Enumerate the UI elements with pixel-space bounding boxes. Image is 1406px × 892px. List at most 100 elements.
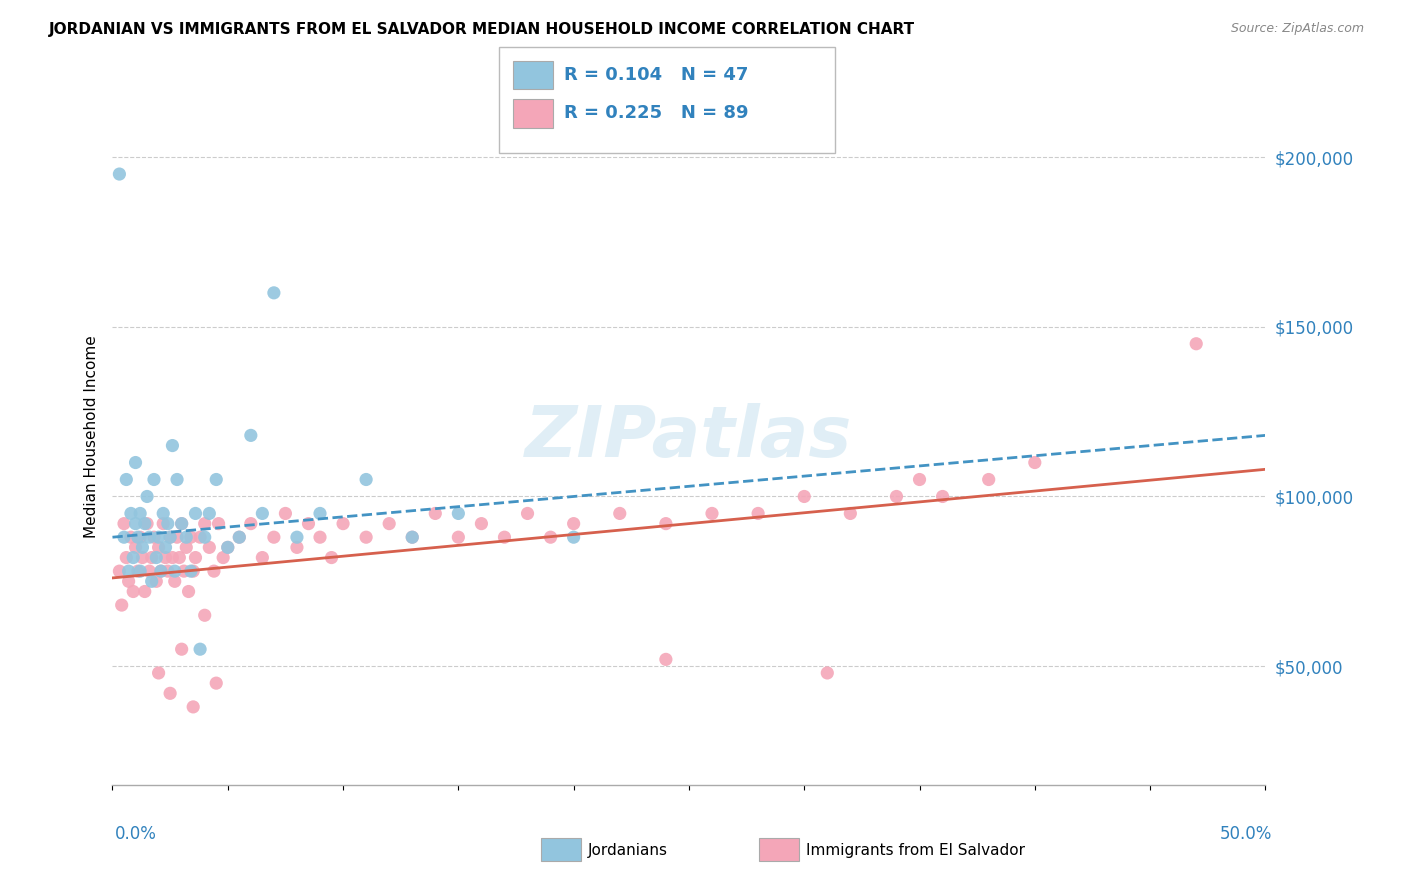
Point [117, 564, 139, 578]
Point [138, 564, 160, 578]
Point [129, 564, 152, 578]
Point [136, 490, 159, 504]
Point [174, 541, 197, 555]
Point [122, 550, 145, 565]
Point [166, 530, 188, 544]
Point [886, 490, 908, 504]
Point [108, 167, 131, 181]
Point [700, 507, 723, 521]
Point [354, 473, 377, 487]
Point [180, 530, 202, 544]
Point [181, 564, 204, 578]
Point [274, 507, 297, 521]
Point [609, 507, 631, 521]
Point [184, 507, 207, 521]
Point [177, 584, 200, 599]
Point [131, 541, 153, 555]
Text: R = 0.225   N = 89: R = 0.225 N = 89 [564, 104, 748, 122]
Point [115, 473, 138, 487]
Point [562, 516, 585, 531]
Point [655, 516, 678, 531]
Point [562, 530, 585, 544]
Point [908, 473, 931, 487]
Point [156, 516, 179, 531]
Point [122, 584, 145, 599]
Point [181, 699, 204, 714]
Point [163, 564, 186, 578]
Point [136, 516, 159, 531]
Point [138, 530, 160, 544]
Point [124, 516, 146, 531]
Text: 50.0%: 50.0% [1220, 825, 1272, 843]
Point [115, 550, 138, 565]
Point [152, 516, 174, 531]
Point [108, 564, 131, 578]
Text: Jordanians: Jordanians [588, 843, 668, 857]
Point [194, 608, 217, 623]
Point [263, 285, 285, 300]
Point [470, 516, 492, 531]
Point [297, 516, 319, 531]
Point [309, 507, 332, 521]
Point [162, 439, 184, 453]
Point [194, 530, 217, 544]
Point [354, 530, 377, 544]
Text: 0.0%: 0.0% [115, 825, 157, 843]
Point [134, 516, 156, 531]
Point [117, 574, 139, 589]
Text: ZIPatlas: ZIPatlas [526, 402, 852, 472]
Text: Immigrants from El Salvador: Immigrants from El Salvador [806, 843, 1025, 857]
Point [112, 530, 135, 544]
Point [169, 550, 191, 565]
Point [252, 507, 274, 521]
Point [159, 530, 181, 544]
Point [1185, 336, 1208, 351]
Point [141, 550, 163, 565]
Point [173, 564, 195, 578]
Point [321, 550, 343, 565]
Point [131, 550, 153, 565]
Point [149, 564, 172, 578]
Point [447, 530, 470, 544]
Point [494, 530, 516, 544]
Point [152, 507, 174, 521]
Point [839, 507, 862, 521]
Point [401, 530, 423, 544]
Point [120, 530, 142, 544]
Point [148, 530, 170, 544]
Point [143, 473, 166, 487]
Point [159, 530, 181, 544]
Point [148, 541, 170, 555]
Point [198, 507, 221, 521]
Point [263, 530, 285, 544]
Point [170, 516, 193, 531]
Point [239, 428, 262, 442]
Point [134, 584, 156, 599]
Point [124, 456, 146, 470]
Point [540, 530, 562, 544]
Point [212, 550, 235, 565]
Point [188, 530, 211, 544]
Point [747, 507, 769, 521]
Point [159, 686, 181, 700]
Point [163, 574, 186, 589]
Point [112, 516, 135, 531]
Point [143, 530, 166, 544]
Point [127, 564, 149, 578]
Point [155, 541, 177, 555]
Point [447, 507, 470, 521]
Point [124, 541, 146, 555]
Point [129, 530, 152, 544]
Y-axis label: Median Household Income: Median Household Income [83, 335, 98, 539]
Point [184, 550, 207, 565]
Point [205, 473, 228, 487]
Point [120, 507, 142, 521]
Point [217, 541, 239, 555]
Point [129, 507, 152, 521]
Text: Source: ZipAtlas.com: Source: ZipAtlas.com [1230, 22, 1364, 36]
Point [145, 550, 167, 565]
Point [188, 642, 211, 657]
Point [149, 564, 172, 578]
Point [285, 530, 308, 544]
Point [170, 516, 193, 531]
